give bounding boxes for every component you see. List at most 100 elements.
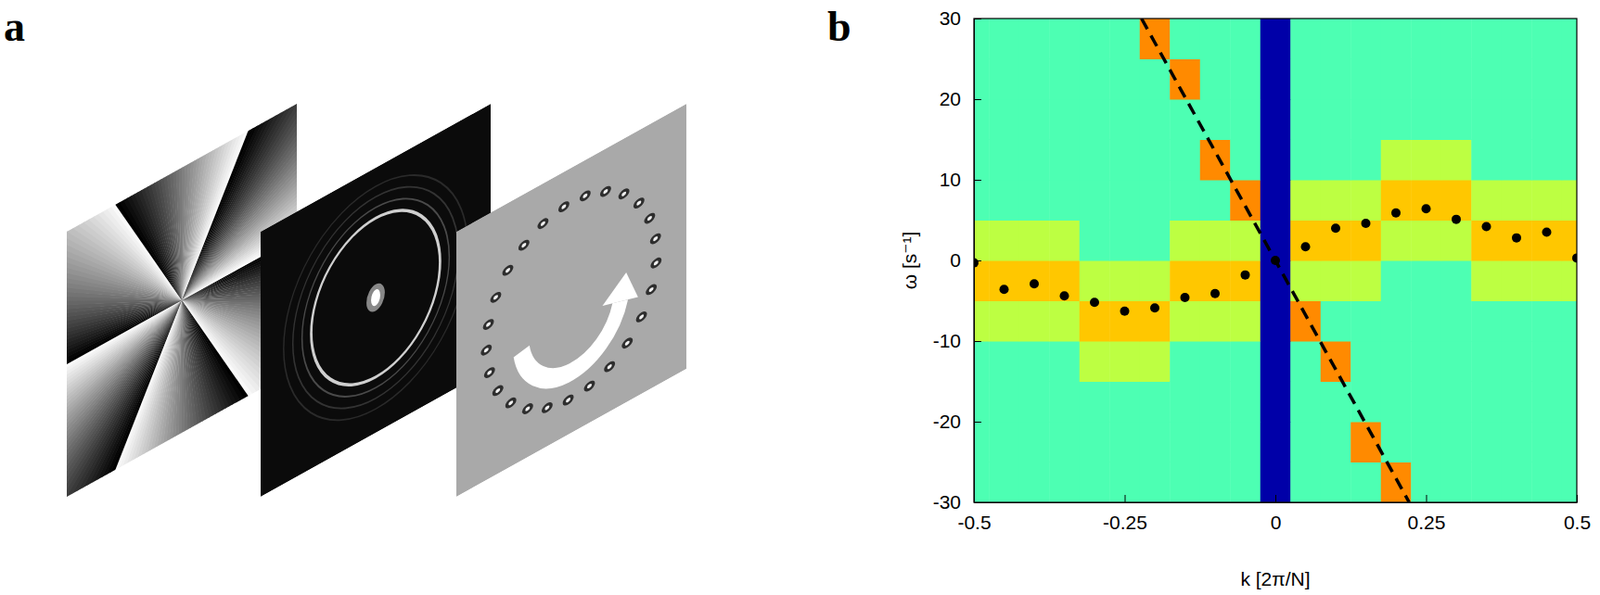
heatmap-cell xyxy=(1441,422,1472,463)
heatmap-cell xyxy=(1441,341,1472,383)
heatmap-cell xyxy=(973,422,990,463)
heatmap-cell xyxy=(1229,382,1261,423)
data-point xyxy=(1511,233,1522,244)
heatmap-cell xyxy=(1109,140,1140,181)
particle xyxy=(621,335,633,351)
heatmap-cell xyxy=(1139,422,1171,463)
heatmap-cell xyxy=(1260,140,1292,181)
y-tick: 10 xyxy=(939,168,982,191)
y-tick-mark xyxy=(973,422,982,423)
particle-center xyxy=(652,235,658,243)
y-tick-label: -10 xyxy=(933,330,961,352)
data-point xyxy=(1180,293,1191,303)
heatmap-cell xyxy=(1381,422,1412,463)
data-point xyxy=(999,284,1010,295)
data-point xyxy=(1060,291,1070,301)
particle xyxy=(483,317,495,333)
heatmap-cell xyxy=(1561,179,1577,221)
heatmap-cell xyxy=(1139,260,1171,302)
heatmap-cell xyxy=(1471,422,1502,463)
heatmap-cell xyxy=(1381,220,1412,262)
x-axis-title: k [2π/N] xyxy=(1240,568,1310,590)
y-tick-mark xyxy=(973,260,982,262)
heatmap-cell xyxy=(973,220,990,262)
heatmap-cell xyxy=(1109,220,1140,262)
heatmap-cell xyxy=(1320,382,1352,423)
heatmap-cell xyxy=(1410,462,1442,504)
heatmap-cell xyxy=(1169,220,1201,262)
particle-center xyxy=(647,215,653,222)
heatmap-cell xyxy=(1471,179,1502,221)
particle xyxy=(505,396,517,411)
heatmap-cell xyxy=(1501,140,1533,181)
heatmap-cell xyxy=(1350,260,1382,302)
y-tick-label: 20 xyxy=(939,88,961,110)
heatmap-cell xyxy=(988,341,1020,383)
y-tick: -30 xyxy=(933,491,982,513)
heatmap-cell xyxy=(1049,341,1080,383)
faint-ring xyxy=(293,151,460,446)
data-point xyxy=(1421,204,1432,214)
heatmap-cell xyxy=(1200,462,1231,504)
image-content xyxy=(260,103,491,498)
particle xyxy=(518,237,530,253)
particle-center xyxy=(486,370,492,377)
heatmap-cell xyxy=(1109,99,1140,141)
heatmap-cell xyxy=(988,140,1020,181)
heatmap-cell xyxy=(1200,18,1231,60)
heatmap-cell xyxy=(1410,260,1442,302)
heatmap-cell xyxy=(973,18,990,60)
heatmap-cell xyxy=(1200,99,1231,141)
heatmap-cell xyxy=(1381,301,1412,343)
heatmap-cell xyxy=(1079,341,1111,383)
data-point xyxy=(1120,307,1130,317)
x-tick: 0.5 xyxy=(1563,495,1591,534)
heatmap-cell xyxy=(1290,382,1321,423)
heatmap-cell xyxy=(1169,341,1201,383)
heatmap-cell xyxy=(1049,179,1080,221)
particle-center xyxy=(544,405,550,412)
heatmap-cell xyxy=(1229,140,1261,181)
heatmap-cell xyxy=(1471,18,1502,60)
heatmap-cell xyxy=(1019,18,1050,60)
heatmap-cell xyxy=(973,140,990,181)
heatmap-cell xyxy=(1441,382,1472,423)
heatmap-cell xyxy=(1441,140,1472,181)
heatmap-cell xyxy=(1501,179,1533,221)
heatmap-cell xyxy=(973,99,990,141)
heatmap-cell xyxy=(1561,260,1577,302)
heatmap-cell xyxy=(1019,59,1050,101)
dispersion-line xyxy=(1141,18,1410,503)
heatmap-cell xyxy=(1561,59,1577,101)
heatmap-cell xyxy=(1079,422,1111,463)
heatmap-cell xyxy=(1410,59,1442,101)
heatmap-cell xyxy=(1561,341,1577,383)
particle-center xyxy=(602,188,608,195)
heatmap-cell xyxy=(1109,341,1140,383)
image-panel xyxy=(456,103,687,498)
heatmap-cell xyxy=(1139,59,1171,101)
x-tick-label: -0.25 xyxy=(1102,512,1148,534)
heatmap-cell xyxy=(1290,341,1321,383)
heatmap-cell xyxy=(1049,301,1080,343)
heatmap-cell xyxy=(1290,18,1321,60)
y-tick-label: 10 xyxy=(939,168,961,191)
heatmap-cell xyxy=(1320,422,1352,463)
particle xyxy=(645,281,657,297)
x-tick-label: 0.25 xyxy=(1408,512,1447,534)
particle xyxy=(490,290,502,306)
particle-center xyxy=(495,387,500,395)
particle xyxy=(584,378,596,394)
heatmap-cell xyxy=(1561,99,1577,141)
heatmap-cell xyxy=(1290,179,1321,221)
heatmap-cell xyxy=(1229,179,1261,221)
particle-center xyxy=(587,383,592,390)
data-point xyxy=(1361,218,1371,229)
heatmap-cell xyxy=(1320,462,1352,504)
heatmap-cell xyxy=(1471,220,1502,262)
y-tick: -20 xyxy=(933,410,982,433)
panel-label: b xyxy=(827,2,852,51)
heatmap-cell xyxy=(1139,99,1171,141)
y-tick-mark xyxy=(973,18,982,20)
heatmap-cell xyxy=(1049,422,1080,463)
